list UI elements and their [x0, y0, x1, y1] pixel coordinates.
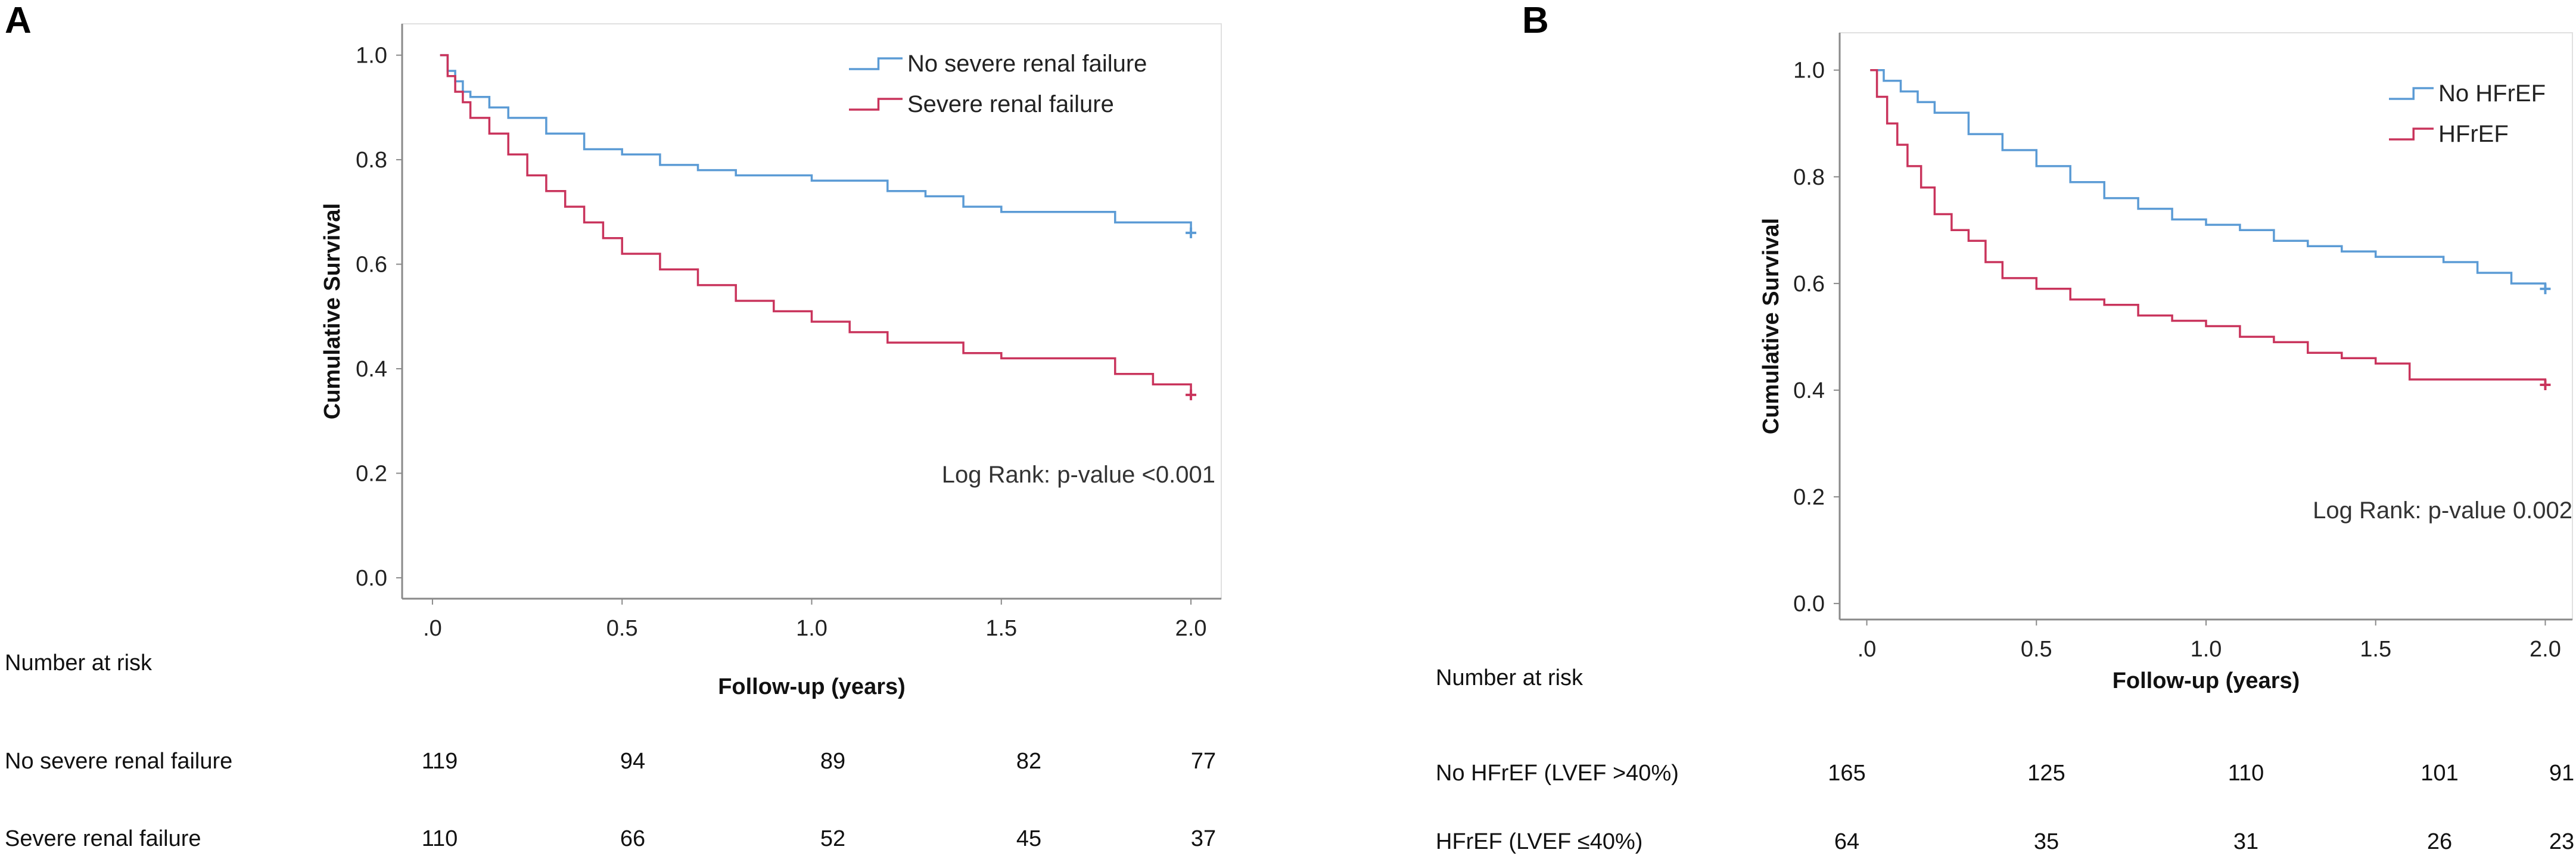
panel-letter: B — [1522, 0, 1549, 41]
y-axis-title: Cumulative Survival — [320, 203, 345, 419]
x-tick-label: .0 — [1858, 637, 1877, 662]
legend-swatch — [2389, 87, 2434, 100]
risk-count: 82 — [1016, 749, 1041, 774]
risk-count: 94 — [620, 749, 645, 774]
y-tick-label: 0.0 — [356, 566, 387, 591]
y-axis-title: Cumulative Survival — [1759, 218, 1784, 434]
censor-mark — [1186, 389, 1197, 400]
x-tick-label: 1.0 — [796, 616, 827, 641]
panel-b: B 0.0 0.2 0.4 0.6 0.8 1.0 .0 0.5 1.0 1.5 2.0 Cumulat… — [1436, 0, 2574, 854]
risk-count: 77 — [1191, 749, 1216, 774]
y-tick-label: 1.0 — [1793, 58, 1825, 83]
risk-count: 89 — [820, 749, 845, 774]
risk-row-label: Severe renal failure — [5, 826, 201, 851]
survival-curve-group — [440, 54, 1192, 395]
panel-letter: A — [5, 0, 32, 41]
y-tick-label: 0.6 — [1793, 272, 1825, 297]
risk-count: 45 — [1016, 826, 1041, 851]
risk-count: 35 — [2034, 829, 2059, 854]
risk-count: 110 — [422, 826, 458, 851]
y-tick-label: 0.0 — [1793, 592, 1825, 617]
risk-count: 165 — [1828, 761, 1865, 786]
y-tick-label: 0.2 — [1793, 485, 1825, 510]
risk-count: 52 — [820, 826, 845, 851]
x-tick-label: 1.5 — [2360, 637, 2391, 662]
censor-mark — [2540, 379, 2551, 390]
risk-count: 110 — [2228, 761, 2264, 786]
x-axis-title: Follow-up (years) — [718, 674, 906, 699]
legend-label: HFrEF — [2438, 121, 2509, 147]
risk-count: 37 — [1191, 826, 1216, 851]
legend-swatch — [849, 98, 903, 111]
risk-count: 101 — [2421, 761, 2458, 786]
censor-mark — [2540, 283, 2551, 294]
survival-curve-group — [1870, 69, 2547, 385]
y-tick-label: 0.8 — [1793, 165, 1825, 190]
x-axis-title: Follow-up (years) — [2113, 668, 2300, 693]
risk-count: 125 — [2027, 761, 2065, 786]
y-tick-label: 1.0 — [356, 43, 387, 69]
legend-label: Severe renal failure — [907, 91, 1114, 117]
risk-count: 91 — [2549, 761, 2574, 786]
log-rank-annotation: Log Rank: p-value <0.001 — [942, 462, 1215, 488]
x-tick-label: 0.5 — [606, 616, 638, 641]
y-tick-label: 0.8 — [356, 148, 387, 173]
legend-swatch — [2389, 127, 2434, 141]
risk-count: 119 — [422, 749, 458, 774]
risk-row-label: No severe renal failure — [5, 749, 232, 774]
legend-swatch — [849, 57, 903, 70]
panel-a: A 0.0 0.2 0.4 0.6 0.8 1.0 .0 0.5 1.0 1.5 2.0 Cumulat… — [5, 0, 1222, 851]
x-tick-label: 1.5 — [985, 616, 1017, 641]
y-tick-label: 0.2 — [356, 461, 387, 486]
legend-label: No severe renal failure — [907, 51, 1147, 77]
y-tick-label: 0.4 — [1793, 378, 1825, 403]
risk-count: 23 — [2549, 829, 2574, 854]
x-tick-label: 2.0 — [2530, 637, 2561, 662]
risk-count: 26 — [2427, 829, 2452, 854]
risk-count: 64 — [1834, 829, 1859, 854]
y-tick-label: 0.4 — [356, 357, 387, 382]
x-tick-label: 1.0 — [2191, 637, 2222, 662]
legend-label: No HFrEF — [2438, 80, 2546, 107]
censor-mark — [1186, 227, 1197, 238]
risk-table-title: Number at risk — [5, 651, 153, 676]
log-rank-annotation: Log Rank: p-value 0.002 — [2313, 497, 2572, 524]
x-tick-label: .0 — [423, 616, 442, 641]
risk-count: 66 — [620, 826, 645, 851]
risk-row-label: HFrEF (LVEF ≤40%) — [1436, 829, 1642, 854]
survival-curve-reference — [1870, 69, 2547, 289]
risk-table-title: Number at risk — [1436, 665, 1583, 690]
survival-curve-reference — [440, 54, 1192, 233]
x-tick-label: 0.5 — [2021, 637, 2052, 662]
risk-row-label: No HFrEF (LVEF >40%) — [1436, 761, 1679, 786]
risk-count: 31 — [2233, 829, 2258, 854]
y-tick-label: 0.6 — [356, 253, 387, 278]
x-tick-label: 2.0 — [1175, 616, 1207, 641]
